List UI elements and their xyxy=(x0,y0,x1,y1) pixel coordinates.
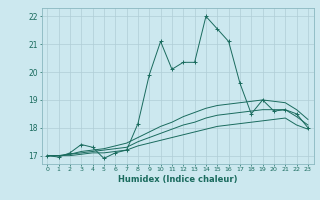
X-axis label: Humidex (Indice chaleur): Humidex (Indice chaleur) xyxy=(118,175,237,184)
